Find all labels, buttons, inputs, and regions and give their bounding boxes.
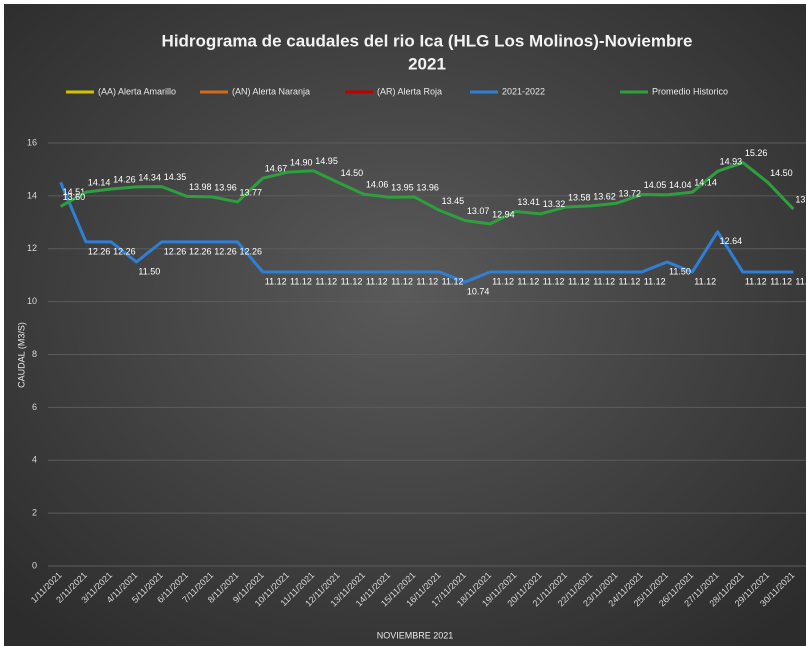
y-tick-label: 2 bbox=[32, 508, 37, 518]
data-label: 13.72 bbox=[619, 189, 642, 199]
data-label: 12.64 bbox=[720, 236, 743, 246]
y-tick-label: 10 bbox=[27, 296, 37, 306]
data-label: 14.04 bbox=[669, 180, 692, 190]
series-line bbox=[59, 181, 794, 284]
data-label: 11.12 bbox=[366, 276, 388, 286]
y-tick-label: 8 bbox=[32, 349, 37, 359]
data-label: 11.12 bbox=[745, 276, 767, 286]
data-label: 14.34 bbox=[138, 172, 161, 182]
data-label: 13.58 bbox=[568, 192, 591, 202]
data-label: 11.12 bbox=[593, 276, 615, 286]
data-label: 14.93 bbox=[720, 157, 743, 167]
data-label: 13.60 bbox=[63, 192, 86, 202]
data-label: 13.96 bbox=[416, 182, 439, 192]
data-label: 11.12 bbox=[644, 276, 666, 286]
data-label: 14.06 bbox=[366, 180, 389, 190]
legend-label: (AA) Alerta Amarillo bbox=[98, 86, 176, 96]
data-label: 11.12 bbox=[290, 276, 312, 286]
data-label: 13.77 bbox=[240, 187, 263, 197]
chart-title: Hidrograma de caudales del rio Ica (HLG … bbox=[162, 31, 693, 50]
y-tick-label: 14 bbox=[27, 190, 37, 200]
data-label: 14.51 bbox=[63, 187, 86, 197]
data-label: 13.62 bbox=[593, 191, 616, 201]
data-label: 11.12 bbox=[517, 276, 539, 286]
data-label: 13.45 bbox=[442, 196, 465, 206]
y-axis-label: CAUDAL (M3/S) bbox=[16, 322, 26, 388]
data-label: 14.35 bbox=[164, 172, 187, 182]
y-tick-label: 6 bbox=[32, 402, 37, 412]
data-label: 11.50 bbox=[138, 266, 160, 276]
x-axis-label: NOVIEMBRE 2021 bbox=[377, 630, 454, 640]
data-label: 11.12 bbox=[315, 276, 337, 286]
y-tick-label: 16 bbox=[27, 137, 37, 147]
data-label: 11.12 bbox=[795, 276, 806, 286]
series-line bbox=[59, 161, 795, 226]
data-label: 13.96 bbox=[214, 182, 237, 192]
data-label: 11.12 bbox=[416, 276, 438, 286]
chart-background bbox=[4, 4, 806, 646]
data-label: 12.26 bbox=[214, 246, 237, 256]
data-label: 12.26 bbox=[113, 246, 136, 256]
data-label: 14.50 bbox=[770, 168, 793, 178]
y-tick-label: 0 bbox=[32, 560, 37, 570]
chart-title: 2021 bbox=[408, 54, 446, 73]
data-label: 12.26 bbox=[88, 246, 111, 256]
data-label: 13.41 bbox=[517, 197, 540, 207]
data-label: 11.12 bbox=[492, 276, 514, 286]
data-label: 14.14 bbox=[694, 178, 717, 188]
data-label: 14.50 bbox=[341, 168, 364, 178]
data-label: 10.74 bbox=[467, 286, 490, 296]
data-label: 14.14 bbox=[88, 178, 111, 188]
data-label: 11.12 bbox=[694, 276, 716, 286]
y-tick-label: 12 bbox=[27, 243, 37, 253]
legend-label: (AN) Alerta Naranja bbox=[232, 86, 310, 96]
data-label: 12.26 bbox=[164, 246, 187, 256]
legend-label: Promedio Historico bbox=[652, 86, 728, 96]
data-label: 13.98 bbox=[189, 182, 212, 192]
data-label: 14.95 bbox=[315, 156, 338, 166]
y-tick-label: 4 bbox=[32, 455, 37, 465]
data-label: 11.12 bbox=[265, 276, 287, 286]
data-label: 12.94 bbox=[492, 209, 515, 219]
data-label: 11.12 bbox=[568, 276, 590, 286]
data-label: 15.26 bbox=[745, 148, 768, 158]
data-label: 11.12 bbox=[391, 276, 413, 286]
data-label: 11.12 bbox=[619, 276, 641, 286]
data-label: 13.32 bbox=[543, 199, 566, 209]
data-label: 11.12 bbox=[543, 276, 565, 286]
data-label: 14.26 bbox=[113, 174, 136, 184]
data-label: 14.67 bbox=[265, 164, 288, 174]
data-label: 13.50 bbox=[795, 194, 806, 204]
data-label: 11.12 bbox=[341, 276, 363, 286]
data-label: 11.12 bbox=[770, 276, 792, 286]
legend-label: 2021-2022 bbox=[502, 86, 545, 96]
legend-label: (AR) Alerta Roja bbox=[377, 86, 442, 96]
data-label: 14.90 bbox=[290, 157, 313, 167]
data-label: 13.07 bbox=[467, 206, 490, 216]
data-label: 11.12 bbox=[442, 276, 464, 286]
data-label: 13.95 bbox=[391, 183, 414, 193]
data-label: 12.26 bbox=[240, 246, 263, 256]
data-label: 14.05 bbox=[644, 180, 667, 190]
data-label: 11.50 bbox=[669, 266, 691, 276]
data-label: 12.26 bbox=[189, 246, 212, 256]
